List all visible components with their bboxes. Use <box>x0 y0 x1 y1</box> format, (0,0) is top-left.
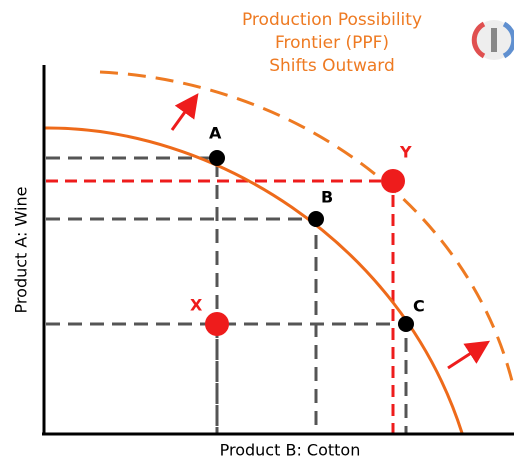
point <box>308 211 324 227</box>
point-label: A <box>209 124 222 143</box>
shift-arrow <box>447 340 491 370</box>
ppf-curve <box>43 126 464 434</box>
y-axis-label: Product A: Wine <box>12 187 31 314</box>
ppf-shifted-curve <box>99 70 514 386</box>
title-line: Frontier (PPF) <box>275 33 389 53</box>
point-label: B <box>321 188 333 207</box>
title-line: Production Possibility <box>242 10 422 30</box>
logo <box>471 20 514 60</box>
point-label: C <box>413 297 425 316</box>
point <box>381 169 405 193</box>
guides <box>46 156 408 433</box>
title-line: Shifts Outward <box>269 56 395 76</box>
point <box>398 316 414 332</box>
point-label: X <box>190 296 203 315</box>
point-label: Y <box>399 143 412 162</box>
point <box>209 150 225 166</box>
x-axis-label: Product B: Cotton <box>220 441 361 460</box>
point <box>205 312 229 336</box>
shift-arrow <box>170 93 199 131</box>
